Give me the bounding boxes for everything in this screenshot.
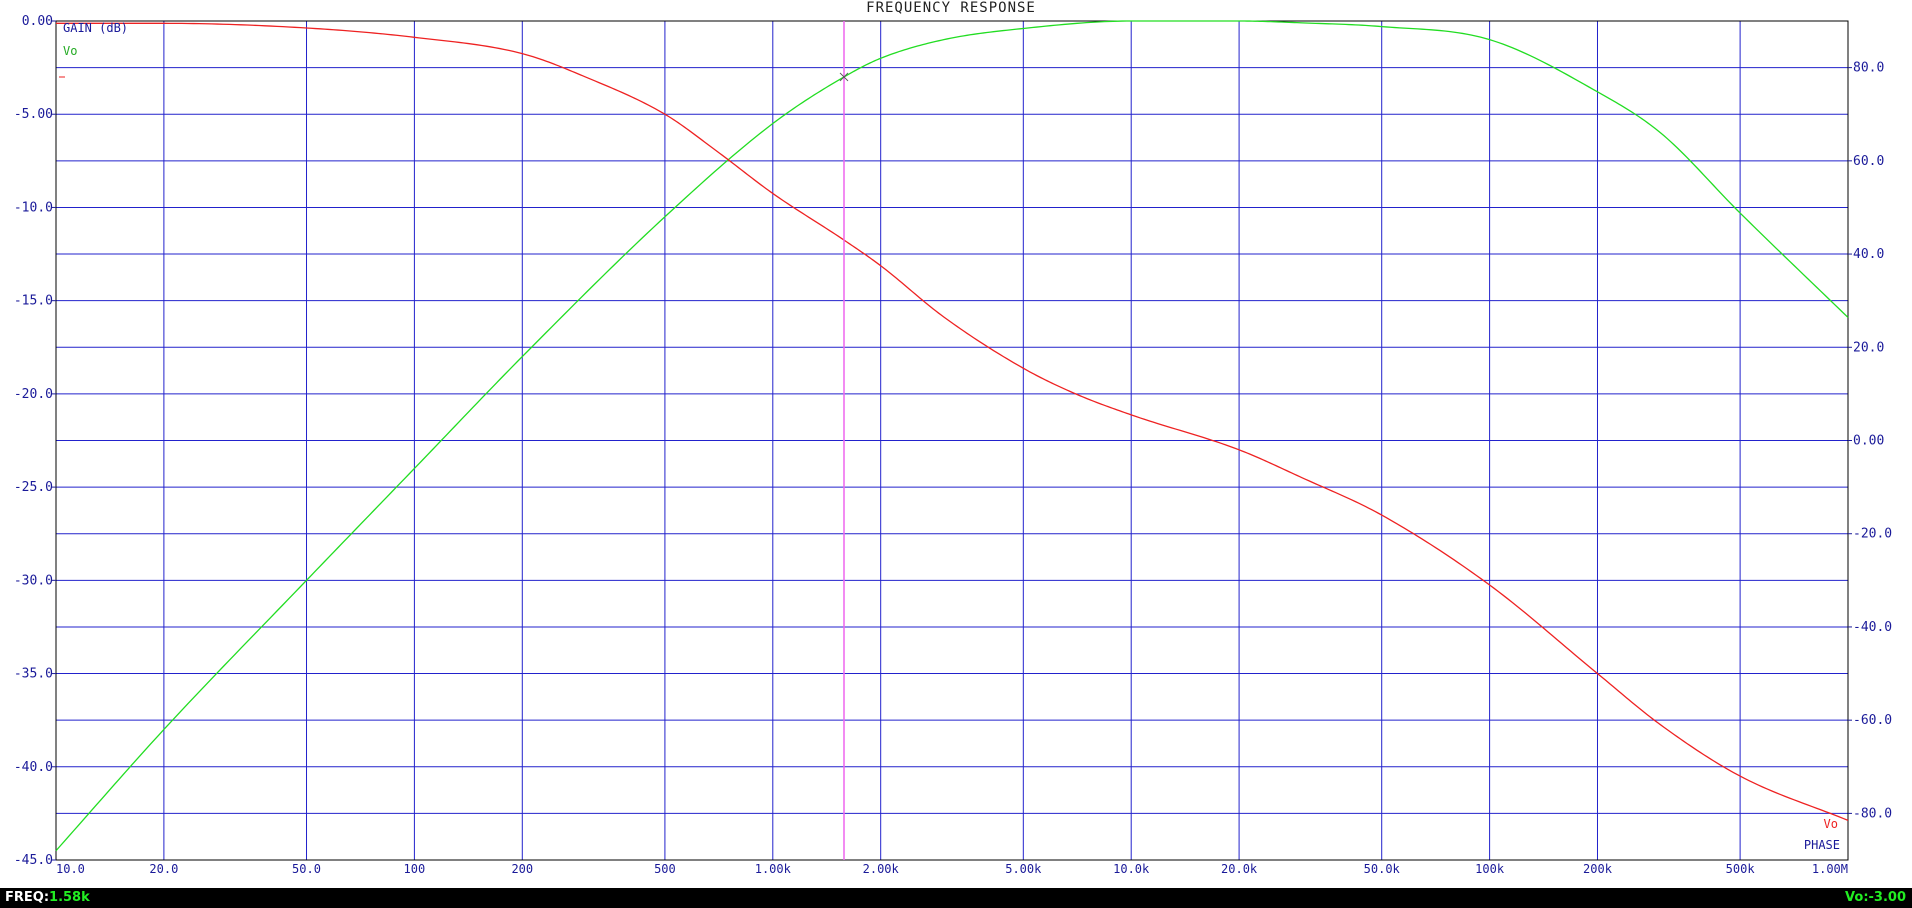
- gain-tick-label: -5.00: [14, 107, 53, 122]
- x-tick-label: 20.0k: [1221, 862, 1258, 876]
- x-tick-label: 50.0: [292, 862, 321, 876]
- phase-tick-label: 80.0: [1853, 61, 1884, 76]
- status-vo-value: Vo:-3.00: [1845, 890, 1906, 905]
- gain-tick-label: -20.0: [14, 387, 53, 402]
- status-freq-label: FREQ:: [5, 890, 50, 905]
- x-tick-label: 200: [511, 862, 533, 876]
- status-freq: FREQ:1.58k: [5, 888, 90, 908]
- cursor-marker: [839, 72, 849, 82]
- x-tick-label: 2.00k: [863, 862, 900, 876]
- gain-tick-label: -40.0: [14, 760, 53, 775]
- x-tick-label: 100k: [1475, 862, 1505, 876]
- gain-axis-ticks: 0.00 -5.00 -10.0 -15.0 -20.0 -25.0 -30.0 -35.0 -…: [14, 14, 56, 868]
- x-tick-label: 100: [404, 862, 426, 876]
- phase-tick-label: 20.0: [1853, 340, 1884, 355]
- legend-gain-series: Vo: [63, 44, 77, 58]
- x-tick-label: 200k: [1583, 862, 1613, 876]
- phase-tick-label: 60.0: [1853, 154, 1884, 169]
- phase-tick-label: -60.0: [1853, 713, 1892, 728]
- gain-tick-label: -15.0: [14, 294, 53, 309]
- x-tick-label: 1.00M: [1812, 862, 1848, 876]
- phase-tick-label: -20.0: [1853, 527, 1892, 542]
- frequency-cursor[interactable]: [59, 21, 849, 860]
- x-axis-ticks: 10.0 20.0 50.0 100 200 500 1.00k 2.00k 5.00k 10.0…: [56, 862, 1848, 876]
- phase-tick-label: 40.0: [1853, 247, 1884, 262]
- gain-tick-label: -35.0: [14, 667, 53, 682]
- grid: [56, 21, 1848, 860]
- phase-axis-ticks: 80.0 60.0 40.0 20.0 0.00 -20.0 -40.0 -60.0 -80.0: [1848, 61, 1892, 821]
- x-tick-label: 20.0: [149, 862, 178, 876]
- gain-tick-label: -30.0: [14, 573, 53, 588]
- x-tick-label: 5.00k: [1005, 862, 1042, 876]
- x-tick-label: 500: [654, 862, 676, 876]
- status-freq-value: 1.58k: [49, 890, 90, 905]
- phase-tick-label: -80.0: [1853, 806, 1892, 821]
- phase-tick-label: 0.00: [1853, 434, 1884, 449]
- series-vo-gain-line: [55, 20, 1849, 852]
- gain-tick-label: -45.0: [14, 853, 53, 868]
- gain-axis-label: GAIN (dB): [63, 21, 128, 35]
- gain-tick-label: -10.0: [14, 200, 53, 215]
- gain-tick-label: 0.00: [22, 14, 53, 29]
- x-tick-label: 500k: [1726, 862, 1756, 876]
- status-bar: FREQ:1.58k Vo:-3.00: [0, 888, 1912, 908]
- gain-tick-label: -25.0: [14, 480, 53, 495]
- series-lines: [55, 20, 1849, 852]
- x-tick-label: 1.00k: [755, 862, 792, 876]
- x-tick-label: 50.0k: [1364, 862, 1401, 876]
- x-tick-label: 10.0k: [1113, 862, 1150, 876]
- phase-axis-label: PHASE: [1804, 838, 1840, 852]
- chart-title: FREQUENCY RESPONSE: [866, 0, 1036, 16]
- legend-phase-series: Vo: [1824, 817, 1838, 831]
- x-tick-label: 10.0: [56, 862, 85, 876]
- series-vo-phase-line: [56, 22, 1849, 821]
- phase-tick-label: -40.0: [1853, 620, 1892, 635]
